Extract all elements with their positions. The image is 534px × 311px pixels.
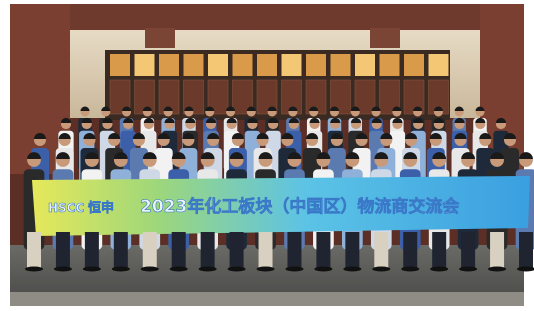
banner-brand: 恒申 [88, 200, 114, 216]
shoes [141, 267, 159, 272]
legs [172, 232, 186, 268]
window-pane [159, 54, 179, 76]
legs [230, 232, 244, 268]
shoes [314, 267, 332, 272]
window-pane [331, 54, 351, 76]
legs [85, 232, 99, 268]
shoes [199, 267, 217, 272]
beam [370, 28, 400, 48]
window-pane [135, 54, 155, 76]
shoes [228, 267, 246, 272]
legs [461, 232, 475, 268]
legs [56, 232, 70, 268]
legs [403, 232, 417, 268]
window-pane [257, 54, 277, 76]
shoes [401, 267, 419, 272]
legs [201, 232, 215, 268]
window-pane [208, 54, 228, 76]
window-pane [380, 54, 400, 76]
shoes [343, 267, 361, 272]
shoes [170, 267, 188, 272]
legs [374, 232, 388, 268]
pavement [10, 292, 524, 306]
shoes [285, 267, 303, 272]
legs [259, 232, 273, 268]
window-pane [404, 54, 424, 76]
legs [490, 232, 504, 268]
shoes [430, 267, 448, 272]
legs [345, 232, 359, 268]
shoes [257, 267, 275, 272]
banner-title: 2023年化工板块（中国区）物流商交流会 [140, 196, 459, 217]
shoes [25, 267, 43, 272]
shoes [488, 267, 506, 272]
page: HSCC 恒申 2023年化工板块（中国区）物流商交流会 (() => { co… [0, 0, 534, 311]
banner-logo: HSCC [48, 201, 84, 215]
legs [27, 232, 41, 268]
window-pane [282, 54, 302, 76]
roof-band [10, 4, 524, 30]
shoes [83, 267, 101, 272]
window-pane [355, 54, 375, 76]
legs [114, 232, 128, 268]
banner: HSCC 恒申 2023年化工板块（中国区）物流商交流会 [32, 176, 530, 236]
legs [143, 232, 157, 268]
window-pane [184, 54, 204, 76]
window-pane [429, 54, 449, 76]
shoes [372, 267, 390, 272]
window-pane [233, 54, 253, 76]
shoes [459, 267, 477, 272]
legs [287, 232, 301, 268]
beam [145, 28, 175, 48]
legs [519, 232, 533, 268]
legs [316, 232, 330, 268]
legs [432, 232, 446, 268]
window-pane [110, 54, 130, 76]
shoes [112, 267, 130, 272]
window-pane [306, 54, 326, 76]
photo: HSCC 恒申 2023年化工板块（中国区）物流商交流会 [0, 0, 534, 311]
shoes [54, 267, 72, 272]
